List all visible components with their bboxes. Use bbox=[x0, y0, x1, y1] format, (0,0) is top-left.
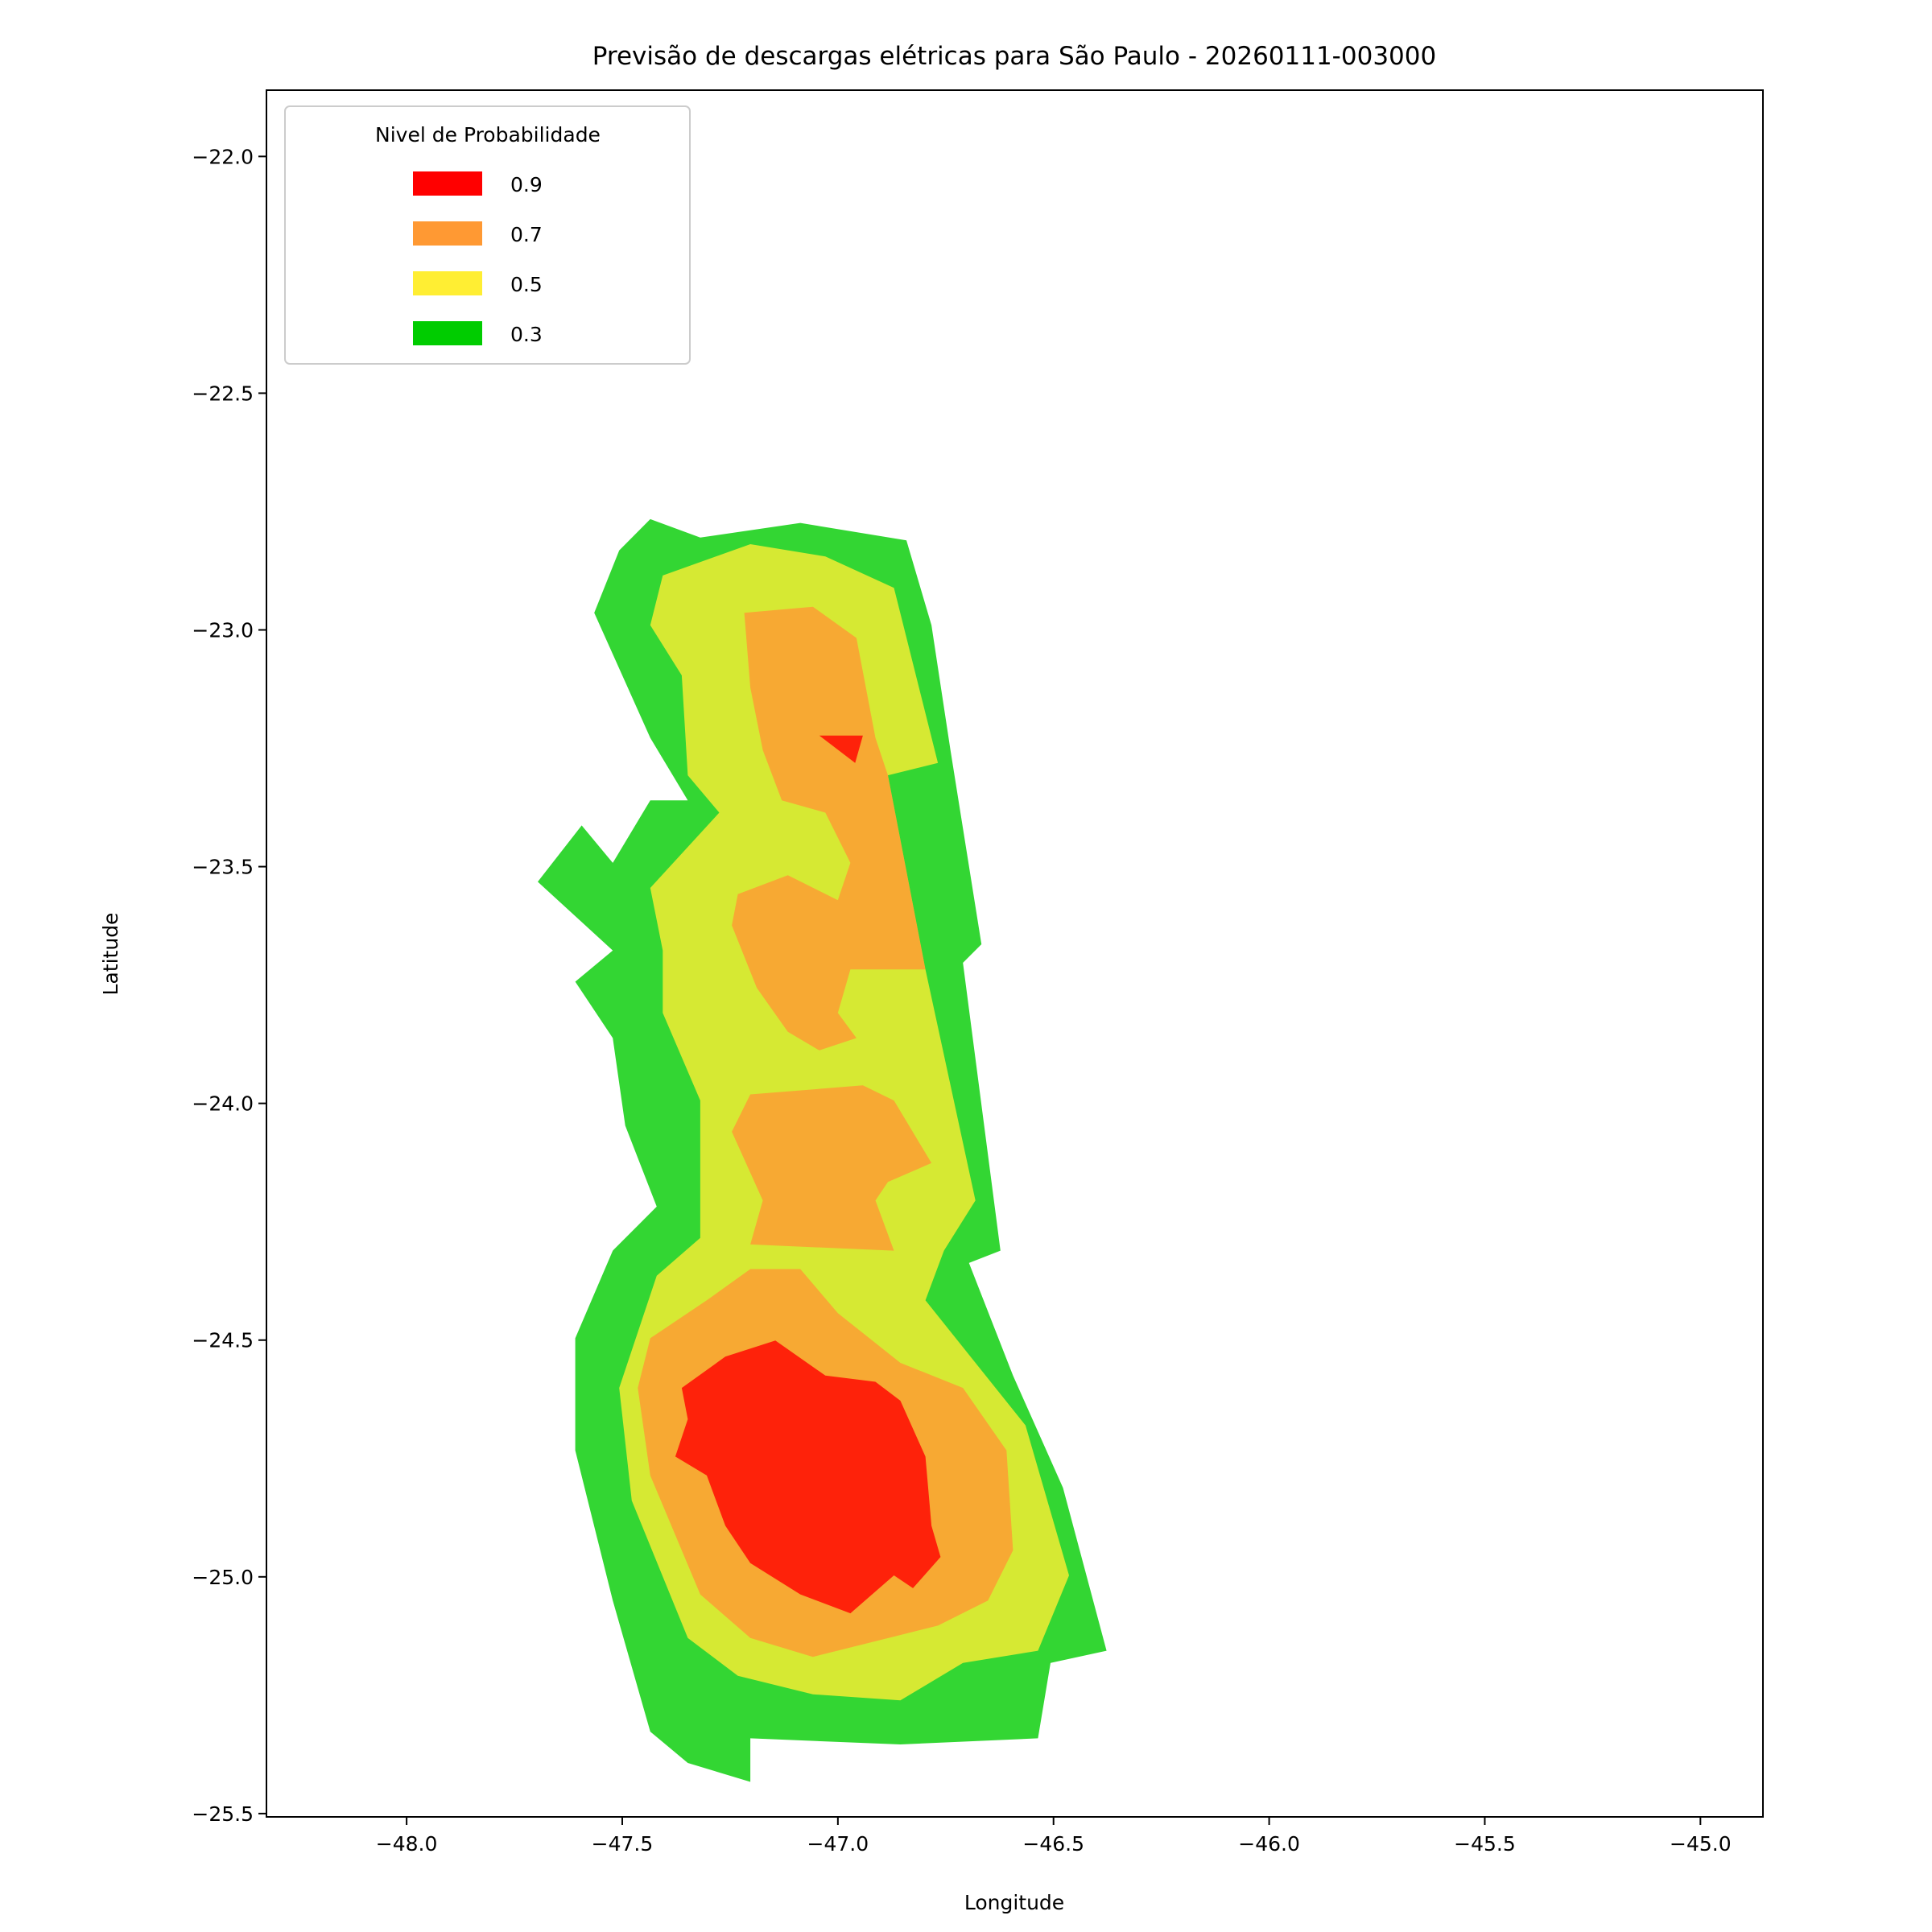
contour-region bbox=[732, 606, 926, 1051]
x-tick-label: −48.0 bbox=[376, 1832, 438, 1856]
legend-swatch bbox=[413, 221, 482, 246]
contour-region bbox=[819, 735, 863, 763]
y-tick-label: −22.5 bbox=[192, 382, 254, 405]
contour-region bbox=[732, 1085, 932, 1251]
y-tick-label: −23.0 bbox=[192, 618, 254, 642]
y-tick-label: −25.5 bbox=[192, 1802, 254, 1826]
legend-label: 0.9 bbox=[510, 173, 543, 196]
y-tick-label: −23.5 bbox=[192, 856, 254, 879]
x-tick-label: −45.0 bbox=[1670, 1832, 1732, 1856]
x-tick-label: −47.5 bbox=[592, 1832, 654, 1856]
y-axis-label: Latitude bbox=[99, 913, 122, 996]
legend-label: 0.5 bbox=[510, 273, 543, 296]
x-tick-label: −46.0 bbox=[1238, 1832, 1300, 1856]
legend-title: Nivel de Probabilidade bbox=[375, 123, 601, 147]
y-tick-label: −25.0 bbox=[192, 1566, 254, 1589]
legend-swatch bbox=[413, 321, 482, 345]
legend-swatch bbox=[413, 171, 482, 196]
x-axis-label: Longitude bbox=[964, 1891, 1064, 1914]
y-tick-label: −24.0 bbox=[192, 1092, 254, 1116]
y-tick-label: −24.5 bbox=[192, 1329, 254, 1352]
x-tick-label: −45.5 bbox=[1454, 1832, 1516, 1856]
y-tick-label: −22.0 bbox=[192, 145, 254, 168]
plot-frame bbox=[266, 89, 1764, 1818]
x-tick-label: −46.5 bbox=[1022, 1832, 1084, 1856]
contour-region bbox=[675, 1340, 941, 1614]
legend-label: 0.7 bbox=[510, 223, 543, 246]
legend-box bbox=[284, 105, 691, 365]
x-tick-label: −47.0 bbox=[807, 1832, 869, 1856]
legend-label: 0.3 bbox=[510, 323, 543, 346]
legend-swatch bbox=[413, 271, 482, 295]
chart-title: Previsão de descargas elétricas para São… bbox=[592, 42, 1436, 71]
